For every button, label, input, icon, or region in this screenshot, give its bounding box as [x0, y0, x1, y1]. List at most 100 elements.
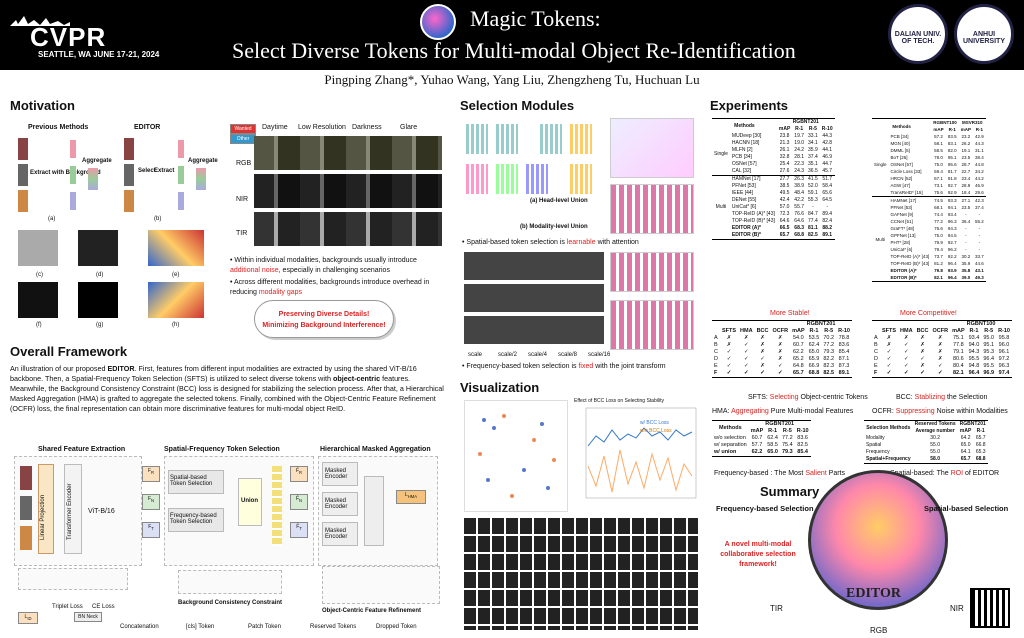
abl1-head-cell: mAP: [792, 328, 805, 334]
mb1-post: , especially in challenging scenarios: [278, 267, 390, 274]
t1-row: EDITOR (B)* 65.7 68.8 82.5 89.1: [712, 232, 835, 240]
t1-cell: DENet [55]: [731, 197, 757, 203]
abl1-cell: ✓: [744, 370, 749, 376]
abl1-cell: C: [714, 349, 718, 355]
abl2-head-cell: SFTS: [881, 328, 897, 334]
t2-cell: TOP-ReID (A)* [43]: [890, 254, 930, 259]
abl2-cell: A: [874, 335, 878, 341]
mb2-mid: in reducing: [230, 279, 430, 296]
t2-cell: 36.4: [961, 219, 971, 224]
t2-cell: 19.1: [961, 148, 971, 153]
t2-cell: 57.2: [934, 134, 943, 139]
t2-cell: 44.2: [974, 176, 984, 181]
summary-tir: TIR: [770, 604, 783, 613]
t4-row: Spatial+Frequency 58.0 65.7 68.8: [864, 456, 988, 464]
t1-cell: 82.5: [808, 232, 818, 238]
abl1-cell: 82.5: [823, 370, 835, 376]
t4-cell: Frequency: [866, 449, 890, 455]
visualization-heading: Visualization: [460, 380, 540, 395]
linear-projection-box: [38, 464, 54, 554]
t1-cell: 33.1: [808, 133, 818, 139]
fw-para-rest: . First, features from different input m…: [10, 364, 417, 383]
abl2-row: F ✓ ✓ ✓ ✓ 82.1 96.4 96.9 97.4: [872, 370, 1012, 378]
abl2-cell: 75.1: [953, 335, 964, 341]
masked-encoder-4: [364, 476, 384, 546]
legend-concat: Concatenation: [120, 624, 159, 630]
summary-rgb: RGB: [870, 626, 888, 635]
abl2-cell: 96.4: [968, 370, 980, 376]
masked-encoder-1: [322, 462, 358, 486]
editor-mascot-large: [808, 470, 948, 610]
t2-row: GPFNet [13] 75.0 94.5 - -: [872, 232, 986, 239]
modality-caption: (b) Modality-level Union: [520, 224, 588, 230]
t1-cell: 19.0: [794, 140, 805, 146]
abl2-cell: 95.0: [983, 335, 995, 341]
abl2-head-cell: [872, 328, 880, 335]
t2-cell: 23.4: [961, 176, 971, 181]
t3-cell: 57.7: [751, 442, 763, 448]
frequency-box-label: Frequency-based Token Selection: [170, 513, 217, 525]
abl1-row: E ✓ ✓ ✗ ✓ 64.8 66.9 82.3 87.3: [712, 363, 852, 370]
abl2-cell: ✗: [886, 335, 892, 341]
hma-pre: HMA:: [712, 408, 732, 415]
t2-cell: 26.2: [961, 141, 971, 146]
summary-novel: A novel multi-modal collaborative select…: [720, 541, 796, 568]
abl1-cell: 62.2: [793, 349, 804, 355]
abl2-cell: 95.5: [983, 363, 995, 369]
abl1-cell: 65.7: [793, 370, 804, 376]
t1-cell: 26.3: [794, 176, 805, 182]
fw-para-bold: EDITOR: [107, 364, 135, 373]
abl2-cell: ✗: [920, 342, 925, 348]
t2-cell: TOP-ReID (B)* [43]: [890, 261, 930, 266]
editor-label: EDITOR: [134, 124, 161, 131]
t2-cell: GPFNet [13]: [890, 233, 916, 238]
t2-cell: EDITOR (B)*: [890, 275, 917, 280]
t1-cell: 36.5: [808, 168, 818, 174]
t1-group-label: Multi: [715, 204, 727, 210]
t2-cell: BoT [26]: [890, 155, 908, 160]
t2-cell: 96.4: [947, 261, 957, 266]
t2-methods-head: Methods: [892, 123, 911, 129]
ce-label: CE Loss: [92, 604, 115, 610]
t1-cell: 68.8: [794, 232, 805, 238]
sb2-post: with the joint transform: [593, 363, 666, 370]
t4-cell: 64.1: [960, 449, 971, 455]
sb2-red: fixed: [578, 363, 594, 370]
sfts-post: Object-centric Tokens: [798, 394, 868, 401]
t1-cell: 55.7: [794, 204, 805, 210]
mb1-pre: Within individual modalities, background…: [234, 257, 417, 264]
university-seal-2: ANHUI UNIVERSITY: [954, 4, 1014, 64]
abl1-cell: 53.5: [808, 335, 820, 341]
t2-h3: mAP: [960, 127, 971, 132]
t2-cell: HAMNet [17]: [890, 198, 917, 203]
t2-row: HRCN [52] 67.1 91.8 23.4 44.2: [872, 175, 986, 182]
t1-dataset-head: RGBNT201: [792, 119, 819, 125]
t2-cell: 74.4: [934, 212, 943, 217]
lhma-box: LHMA: [396, 490, 426, 504]
legend-wanted: Wanted: [230, 124, 256, 134]
abl1-cell: 54.0: [793, 335, 804, 341]
abl1-cell: ✓: [726, 363, 732, 369]
abl1-cell: ✗: [777, 342, 783, 348]
spatial-box: [168, 470, 224, 494]
t2-cell: DMML [5]: [890, 148, 910, 153]
t1-cell: CAL [32]: [731, 168, 752, 174]
t1-cell: 45.7: [822, 168, 833, 174]
t2-cell: 83.1: [947, 141, 957, 146]
t2-cell: -: [978, 247, 981, 252]
qr-code-icon[interactable]: [970, 588, 1010, 628]
col-label-daytime: Daytime: [262, 124, 288, 131]
t2-cell: 31.1: [974, 148, 984, 153]
union-label: Union: [241, 498, 258, 504]
t1-cell: UniCat* [6]: [731, 204, 757, 210]
selection-bullet-2: • Frequency-based token selection is fix…: [462, 363, 666, 370]
t2-cell: AGW [47]: [890, 183, 911, 188]
t2-cell: 79.8: [934, 268, 943, 273]
union-ablation-table: Methods RGBNT201 mAP R-1 R-5 R-10 w/o select…: [712, 420, 811, 457]
t2-cell: 92.7: [947, 183, 957, 188]
abl1-cell: 70.2: [823, 335, 835, 341]
abl1-cell: ✓: [726, 356, 732, 362]
t2-cell: -: [965, 240, 967, 245]
vit-label: ViT-B/16: [88, 508, 115, 515]
t1-cell: 46.9: [822, 154, 833, 160]
